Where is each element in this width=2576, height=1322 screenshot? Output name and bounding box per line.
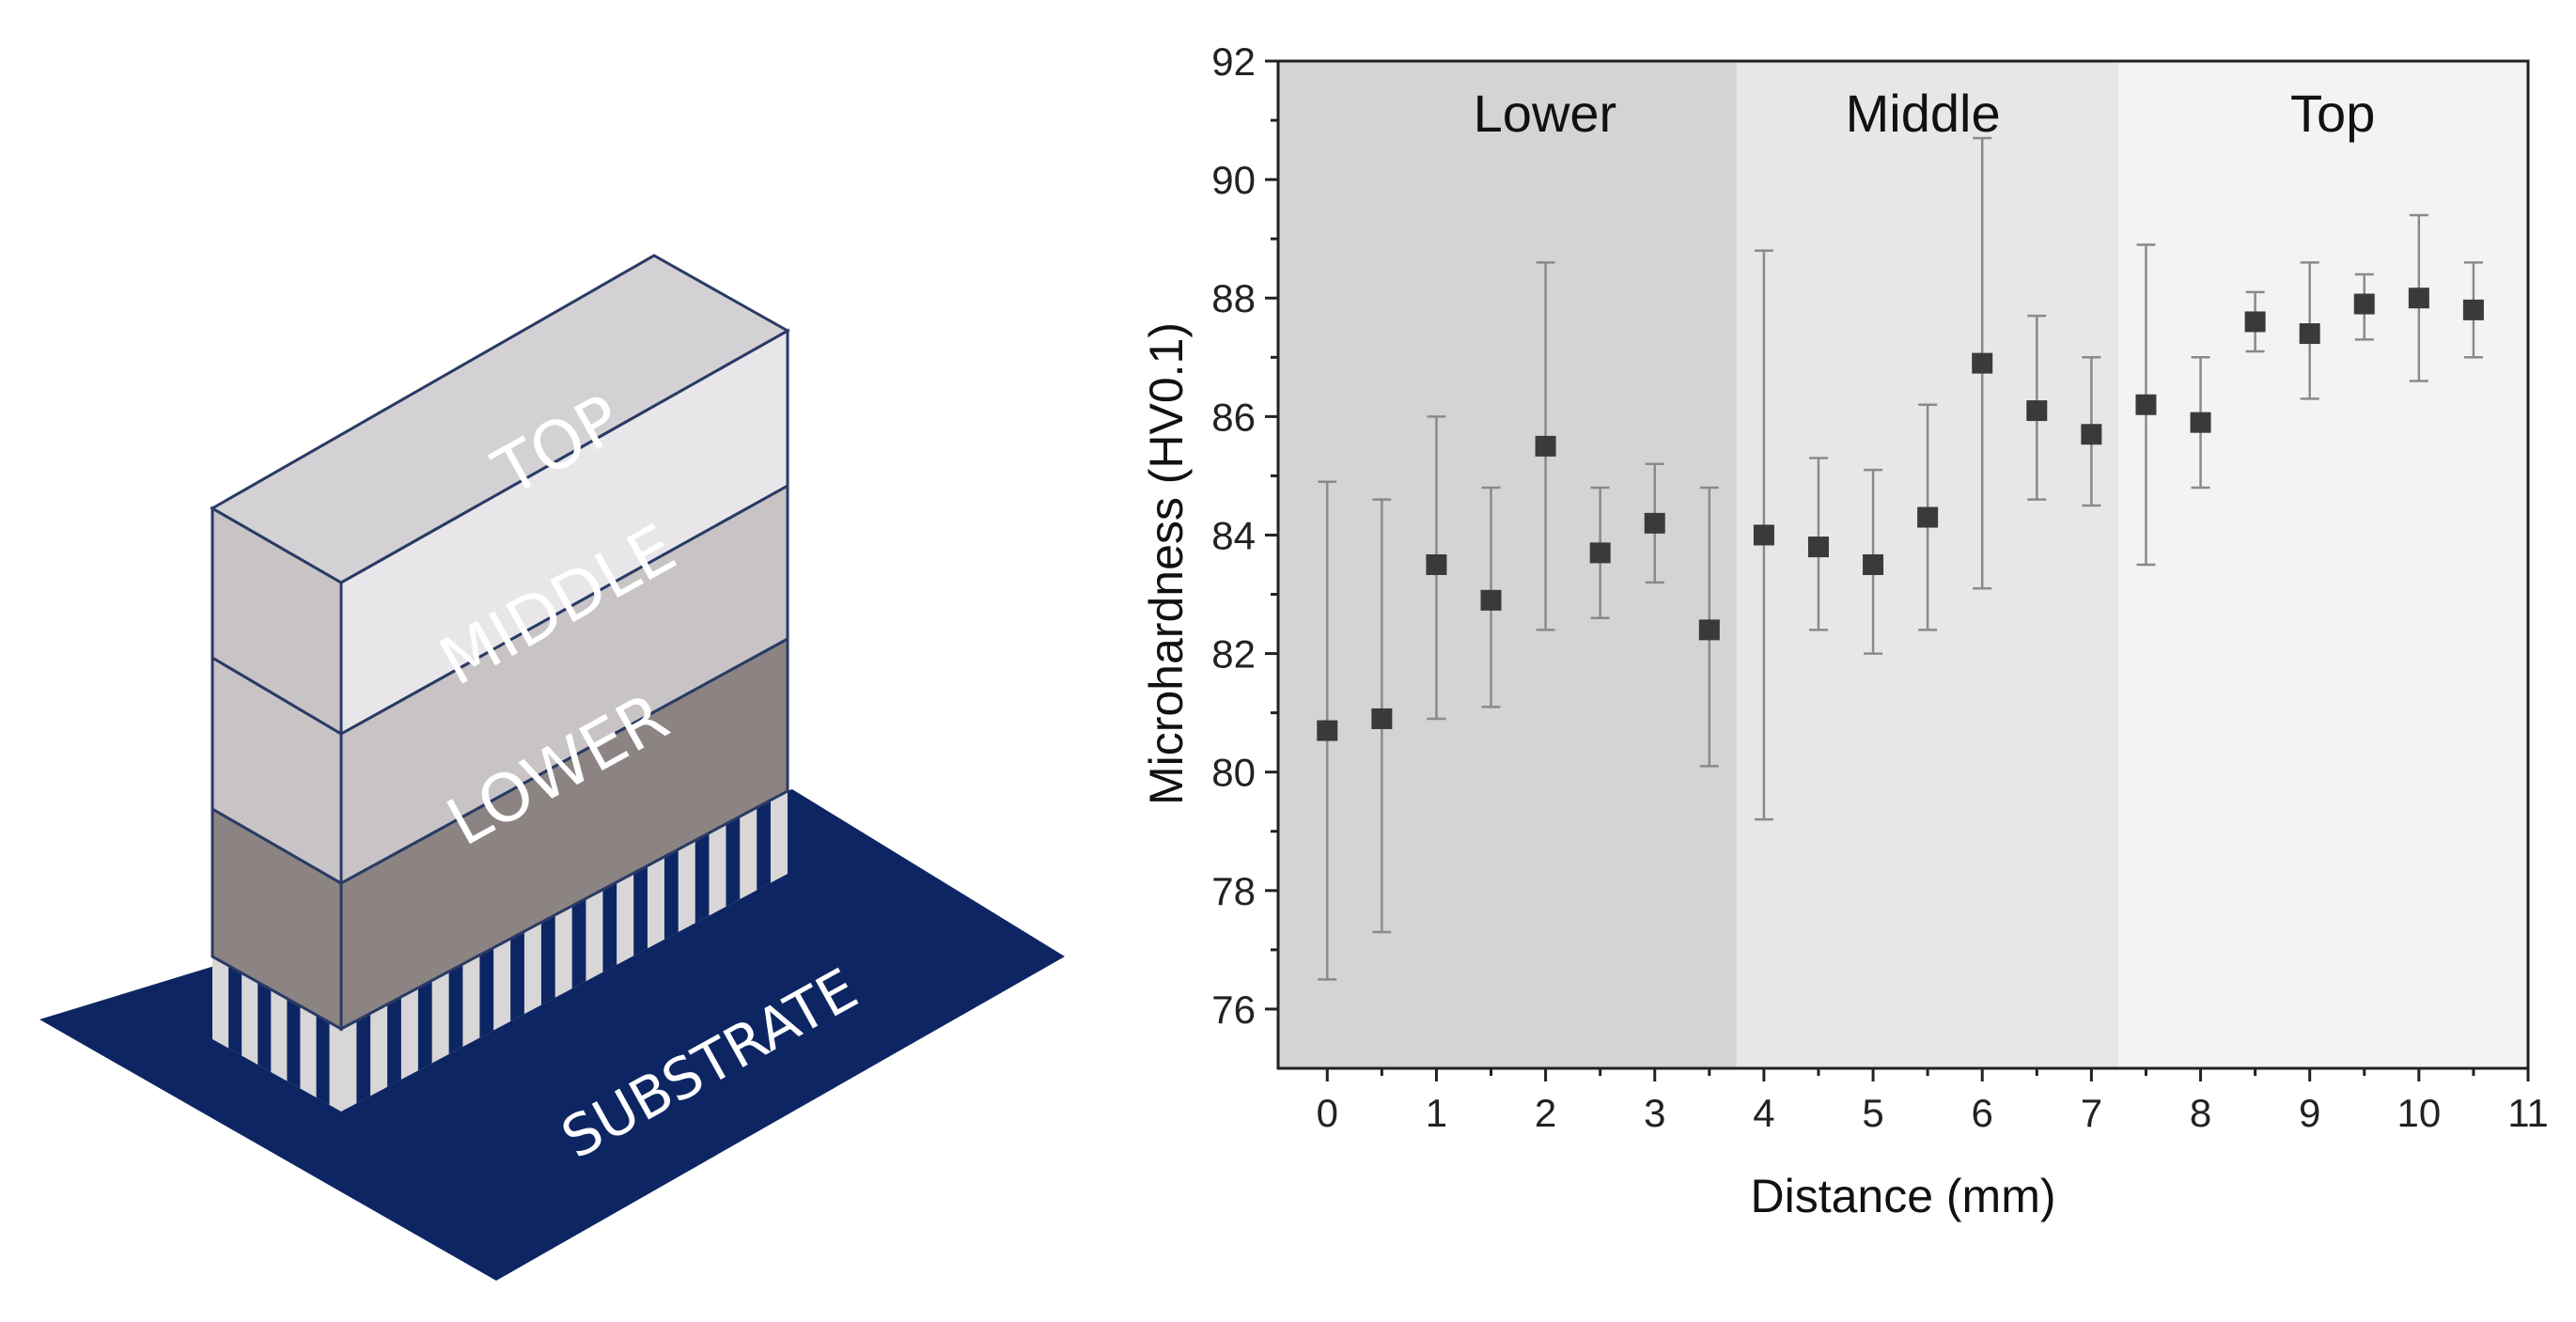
region-label-middle: Middle bbox=[1846, 84, 2001, 143]
x-tick-label: 11 bbox=[2507, 1091, 2549, 1135]
substrate-stripe bbox=[757, 800, 771, 891]
substrate-stripe bbox=[356, 1013, 371, 1104]
data-point bbox=[1371, 708, 1393, 729]
y-axis: 76 78 80 82 84 86 88 90 92 bbox=[1211, 39, 1278, 1032]
x-tick-label: 10 bbox=[2396, 1091, 2441, 1135]
data-markers bbox=[1317, 288, 2484, 741]
data-point bbox=[1480, 589, 1502, 611]
x-tick-label: 2 bbox=[1535, 1091, 1556, 1135]
x-tick-label: 0 bbox=[1317, 1091, 1338, 1135]
data-point bbox=[2190, 412, 2211, 433]
data-point bbox=[1863, 554, 1884, 575]
data-point bbox=[1972, 352, 1993, 374]
data-point bbox=[1317, 720, 1338, 741]
y-tick-label: 80 bbox=[1211, 751, 1256, 795]
x-axis-label: Distance (mm) bbox=[1750, 1170, 2055, 1222]
substrate-stripe bbox=[287, 998, 301, 1089]
data-point bbox=[1644, 512, 1665, 534]
substrate-band-front bbox=[341, 791, 788, 1112]
substrate-stripe bbox=[633, 865, 648, 957]
x-tick-label: 6 bbox=[1972, 1091, 1993, 1135]
data-point bbox=[2244, 311, 2266, 333]
y-axis-label: Microhardness (HV0.1) bbox=[1140, 322, 1193, 805]
data-point bbox=[1917, 506, 1939, 528]
data-point bbox=[2081, 424, 2102, 445]
x-tick-label: 3 bbox=[1644, 1091, 1665, 1135]
layer-diagram: TOP MIDDLE LOWER SUBSTRATE bbox=[39, 254, 1065, 1281]
x-tick-label: 5 bbox=[1862, 1091, 1883, 1135]
data-point bbox=[1589, 542, 1611, 564]
substrate-stripe bbox=[571, 898, 586, 989]
x-tick-label: 8 bbox=[2190, 1091, 2211, 1135]
region-backgrounds bbox=[1278, 61, 2528, 1068]
x-tick-label: 9 bbox=[2299, 1091, 2320, 1135]
region-label-lower: Lower bbox=[1474, 84, 1617, 143]
data-point bbox=[1426, 554, 1447, 575]
region-lower bbox=[1278, 61, 1737, 1068]
x-axis: 0 1 2 3 4 5 6 7 8 9 10 11 bbox=[1317, 1068, 2549, 1135]
y-tick-label: 88 bbox=[1211, 276, 1256, 320]
substrate-stripe bbox=[510, 931, 524, 1022]
substrate-stripe bbox=[726, 817, 741, 907]
y-tick-label: 82 bbox=[1211, 632, 1256, 677]
x-tick-label: 1 bbox=[1426, 1091, 1447, 1135]
top-layer-top-face bbox=[209, 254, 791, 584]
substrate-stripe bbox=[387, 996, 401, 1087]
data-point bbox=[2353, 293, 2375, 315]
data-point bbox=[1535, 435, 1556, 457]
data-point bbox=[2408, 288, 2429, 309]
substrate-stripe bbox=[479, 947, 494, 1038]
y-tick-label: 86 bbox=[1211, 395, 1256, 439]
data-point bbox=[2462, 299, 2484, 320]
substrate-stripe bbox=[258, 982, 272, 1072]
region-label-top: Top bbox=[2290, 84, 2375, 143]
substrate-stripe bbox=[602, 881, 617, 972]
x-tick-label: 7 bbox=[2081, 1091, 2102, 1135]
substrate-stripe bbox=[540, 914, 555, 1005]
data-point bbox=[2135, 394, 2157, 415]
substrate-stripe bbox=[695, 832, 710, 924]
substrate-stripe bbox=[417, 980, 432, 1071]
y-tick-label: 76 bbox=[1211, 988, 1256, 1032]
y-tick-label: 92 bbox=[1211, 39, 1256, 84]
data-point bbox=[1807, 537, 1829, 558]
substrate-band-side bbox=[212, 957, 341, 1112]
y-tick-label: 90 bbox=[1211, 158, 1256, 202]
data-point bbox=[2026, 400, 2048, 422]
substrate-stripe bbox=[228, 965, 242, 1056]
substrate-plate bbox=[39, 789, 1065, 1281]
substrate-stripe bbox=[448, 964, 463, 1054]
x-tick-label: 4 bbox=[1753, 1091, 1774, 1135]
data-point bbox=[2299, 323, 2320, 345]
data-point bbox=[1698, 619, 1720, 641]
substrate-stripe bbox=[664, 848, 679, 940]
region-labels: Lower Middle Top bbox=[1474, 84, 2376, 143]
data-point bbox=[1753, 524, 1774, 546]
y-tick-label: 78 bbox=[1211, 869, 1256, 913]
region-top bbox=[2118, 61, 2528, 1068]
substrate-stripe bbox=[316, 1015, 330, 1105]
plot-frame bbox=[1276, 59, 2530, 1070]
y-tick-label: 84 bbox=[1211, 513, 1256, 557]
